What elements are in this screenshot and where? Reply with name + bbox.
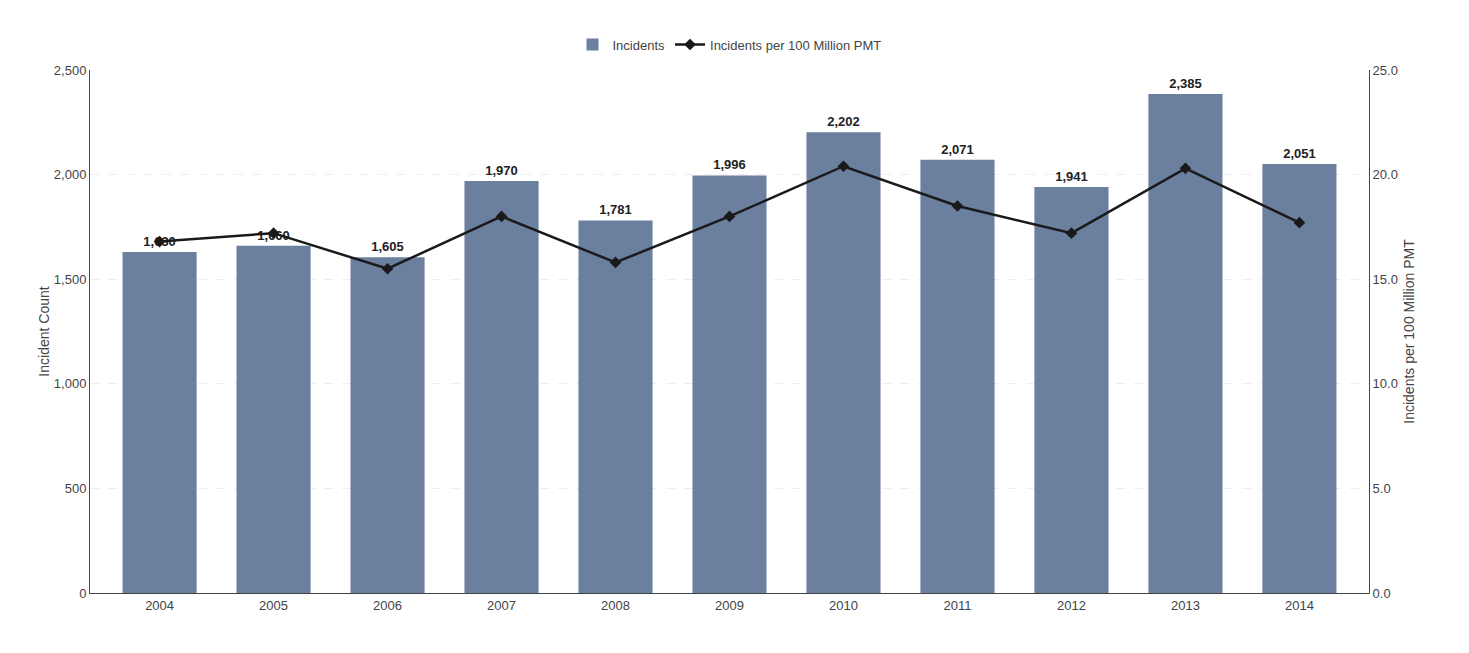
- svg-text:2011: 2011: [943, 598, 971, 613]
- svg-text:2010: 2010: [829, 598, 858, 613]
- svg-text:2005: 2005: [259, 598, 288, 613]
- svg-text:2012: 2012: [1057, 598, 1086, 613]
- svg-text:20.0: 20.0: [1373, 167, 1398, 182]
- svg-text:2006: 2006: [373, 598, 402, 613]
- svg-text:1,630: 1,630: [143, 234, 176, 249]
- svg-text:0.0: 0.0: [1373, 586, 1391, 601]
- svg-text:Incidents: Incidents: [613, 38, 666, 53]
- svg-text:1,605: 1,605: [371, 239, 404, 254]
- svg-text:1,660: 1,660: [257, 228, 290, 243]
- svg-text:2,385: 2,385: [1169, 76, 1202, 91]
- svg-text:2004: 2004: [145, 598, 174, 613]
- svg-text:2,071: 2,071: [941, 142, 974, 157]
- svg-text:1,500: 1,500: [54, 272, 87, 287]
- svg-text:2014: 2014: [1285, 598, 1314, 613]
- svg-text:10.0: 10.0: [1373, 376, 1398, 391]
- svg-text:2007: 2007: [487, 598, 516, 613]
- svg-text:2,500: 2,500: [54, 63, 87, 78]
- svg-text:1,996: 1,996: [713, 157, 746, 172]
- svg-text:1,941: 1,941: [1055, 169, 1088, 184]
- svg-text:Incident Count: Incident Count: [36, 286, 52, 376]
- svg-text:1,781: 1,781: [599, 202, 632, 217]
- svg-text:2,000: 2,000: [54, 167, 87, 182]
- svg-text:5.0: 5.0: [1373, 481, 1391, 496]
- svg-text:1,970: 1,970: [485, 163, 518, 178]
- svg-text:Incidents per 100 Million PMT: Incidents per 100 Million PMT: [1401, 239, 1417, 424]
- svg-text:2,051: 2,051: [1283, 146, 1316, 161]
- svg-text:2008: 2008: [601, 598, 630, 613]
- svg-text:500: 500: [65, 481, 87, 496]
- svg-text:2,202: 2,202: [827, 114, 860, 129]
- svg-text:2013: 2013: [1171, 598, 1200, 613]
- svg-text:0: 0: [79, 586, 86, 601]
- svg-text:15.0: 15.0: [1373, 272, 1398, 287]
- svg-text:25.0: 25.0: [1373, 63, 1398, 78]
- svg-text:2009: 2009: [715, 598, 744, 613]
- svg-text:1,000: 1,000: [54, 376, 87, 391]
- svg-text:Incidents per 100 Million PMT: Incidents per 100 Million PMT: [710, 38, 881, 53]
